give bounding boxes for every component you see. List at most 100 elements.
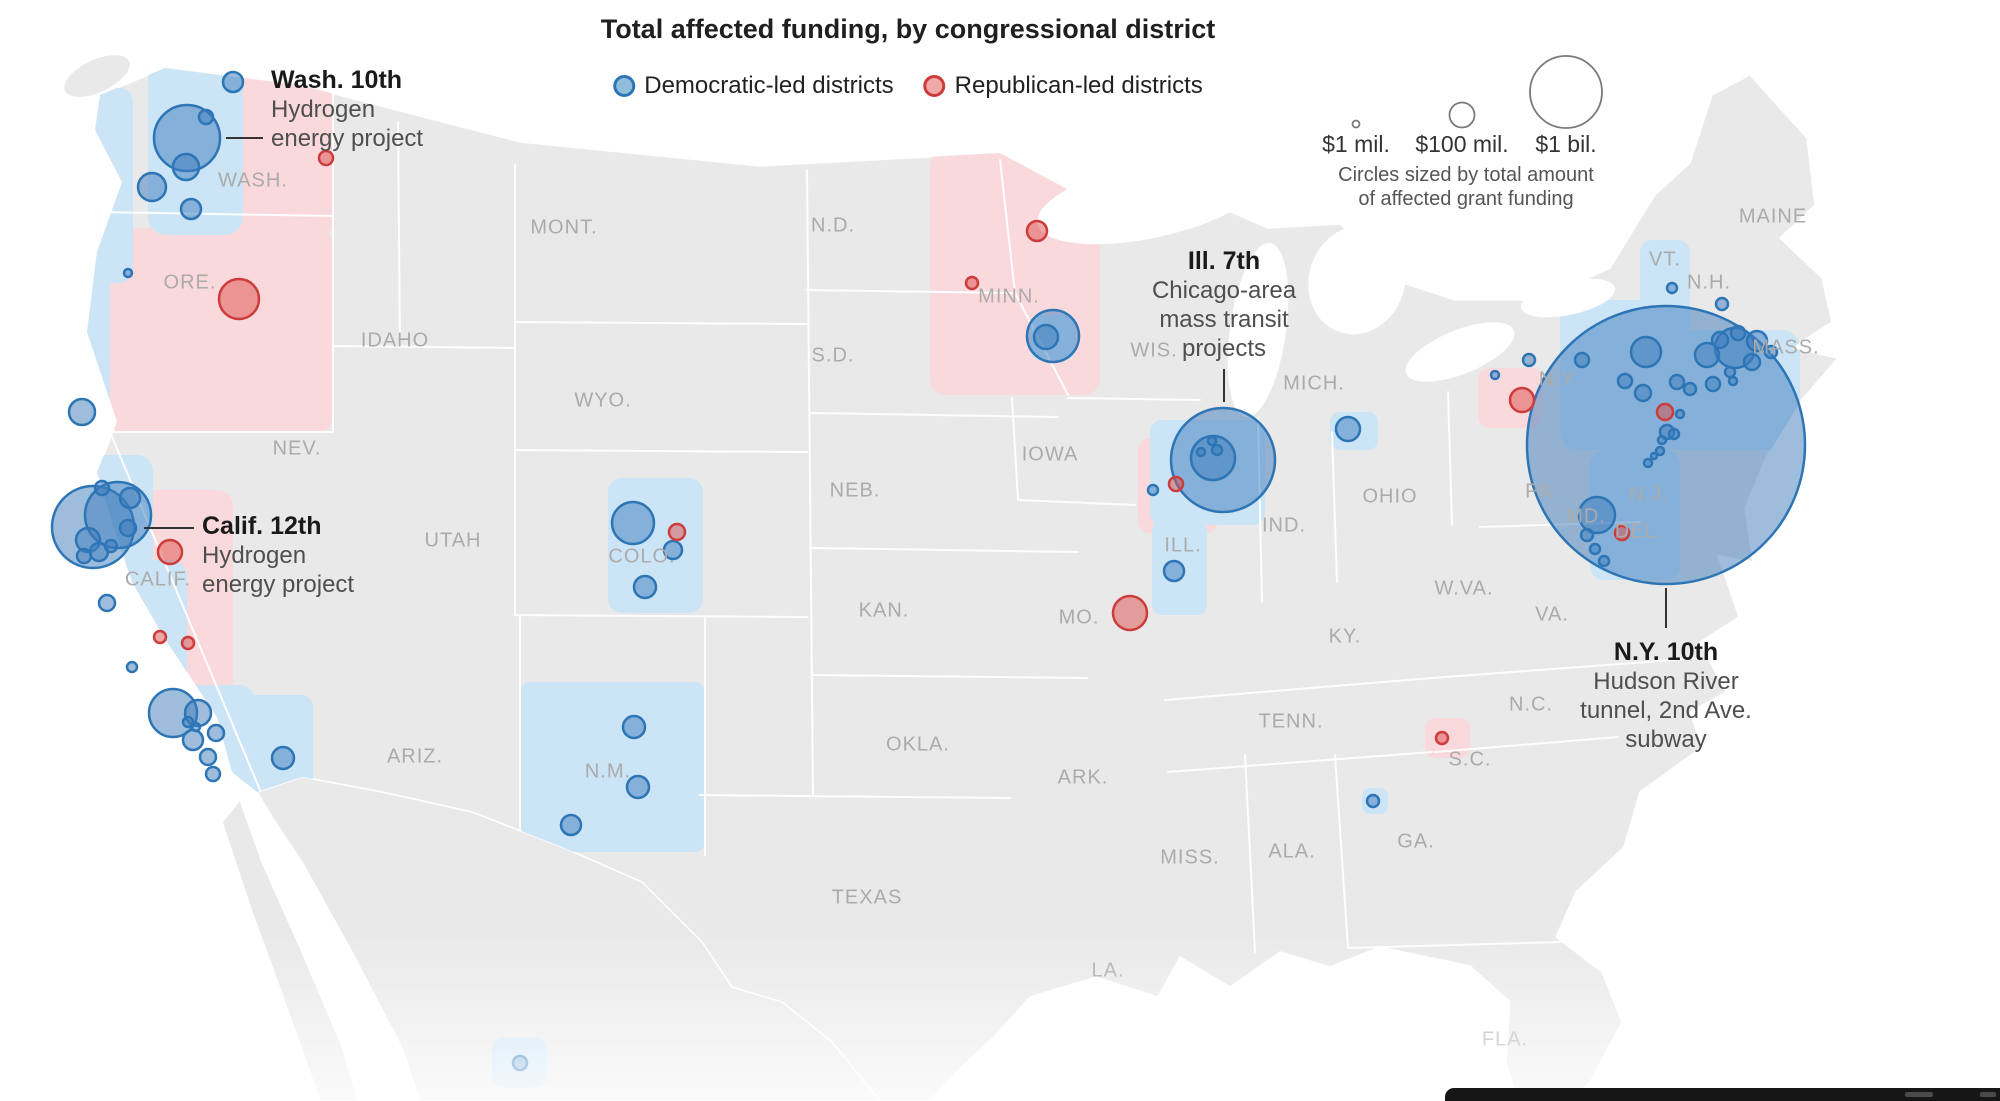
size-legend-circle (1351, 119, 1361, 129)
democratic-funding-circle (1573, 351, 1591, 369)
democratic-funding-circle (1629, 335, 1663, 369)
annotation-line: mass transit (1159, 306, 1289, 333)
democratic-funding-circle (1714, 296, 1730, 312)
democratic-funding-circle (625, 774, 651, 800)
democratic-funding-circle (221, 70, 245, 94)
democratic-funding-circle (621, 714, 647, 740)
democratic-funding-circle (1649, 451, 1659, 461)
democratic-funding-circle (270, 745, 296, 771)
democratic-funding-circle (93, 479, 111, 497)
democratic-funding-circle (1032, 323, 1060, 351)
democratic-funding-circle (171, 152, 201, 182)
democratic-funding-circle (1146, 483, 1160, 497)
annotation-line: Hudson River (1593, 668, 1739, 695)
democratic-funding-circle (610, 500, 656, 546)
democratic-funding-circle (1727, 375, 1739, 387)
bottom-media-bar[interactable] (1445, 1088, 2000, 1101)
annotation-n-y-10th: N.Y. 10th Hudson River tunnel, 2nd Ave. sub… (1580, 638, 1752, 754)
democratic-funding-circle (181, 728, 205, 752)
annotation-district: Wash. 10th (271, 66, 403, 94)
democratic-funding-circle (75, 547, 93, 565)
democratic-funding-circle (118, 486, 142, 510)
great-lakes (1037, 155, 1616, 418)
size-legend-caption-line2: of affected grant funding (1358, 188, 1574, 210)
democratic-funding-circle (632, 574, 658, 600)
democratic-funding-circle (118, 518, 138, 538)
democratic-funding-circle (1365, 793, 1381, 809)
color-legend: Democratic-led districts Republican-led … (613, 72, 1203, 100)
legend-item-republican: Republican-led districts (923, 72, 1203, 100)
annotation-line: tunnel, 2nd Ave. (1580, 697, 1752, 724)
republican-funding-circle (1655, 402, 1675, 422)
democratic-funding-circle (1745, 329, 1769, 353)
republican-funding-circle (1111, 594, 1149, 632)
republican-funding-circle (964, 275, 980, 291)
democratic-funding-circle (1521, 352, 1537, 368)
annotation-line: Hydrogen (202, 542, 307, 569)
size-legend-label: $1 bil. (1535, 131, 1597, 157)
annotation-line: subway (1625, 726, 1707, 753)
republican-funding-circle (1167, 475, 1185, 493)
democratic-funding-circle (559, 813, 583, 837)
democratic-funding-circle (125, 660, 139, 674)
democratic-funding-circle (136, 171, 168, 203)
republican-funding-circle (1508, 386, 1536, 414)
democratic-funding-circle (1579, 527, 1595, 543)
annotation-connectors (144, 137, 1667, 628)
size-legend-circle (1448, 101, 1476, 129)
democratic-funding-circle (1195, 446, 1207, 458)
democratic-funding-circle (1763, 344, 1779, 360)
legend-label-republican: Republican-led districts (954, 72, 1203, 99)
annotation-line: projects (1181, 335, 1267, 362)
democratic-funding-circle (1334, 415, 1362, 443)
democratic-funding-circle (1616, 372, 1634, 390)
annotation-district: N.Y. 10th (1613, 638, 1719, 666)
annotation-calif-12th: Calif. 12th Hydrogen energy project (202, 512, 354, 599)
democratic-funding-circle (1667, 427, 1681, 441)
legend-label-democratic: Democratic-led districts (644, 72, 894, 99)
media-bar-button[interactable] (1980, 1092, 1996, 1097)
legend-item-democratic: Democratic-led districts (613, 72, 894, 100)
republican-funding-circle (1025, 219, 1049, 243)
democratic-funding-circle (198, 747, 218, 767)
democratic-funding-circle (1665, 281, 1679, 295)
annotation-line: Hydrogen (271, 96, 376, 123)
democratic-funding-circle (1656, 434, 1668, 446)
democratic-funding-circle (1577, 495, 1617, 535)
republican-funding-circle (156, 538, 184, 566)
size-legend-circle (1529, 55, 1603, 129)
annotation-district: Ill. 7th (1187, 247, 1261, 275)
democratic-funding-circle (1710, 330, 1730, 350)
media-bar-button[interactable] (1905, 1092, 1933, 1097)
democratic-funding-circle (179, 197, 203, 221)
democratic-funding-circle (190, 721, 202, 733)
funding-circles-layer (50, 70, 1807, 1072)
democratic-funding-circle (1723, 365, 1737, 379)
democratic-circle-icon (613, 75, 636, 97)
republican-funding-circle (1613, 524, 1631, 542)
democratic-funding-circle (1588, 542, 1602, 556)
democratic-funding-circle (1693, 341, 1721, 369)
democratic-funding-circle (1162, 559, 1186, 583)
democratic-funding-circle (662, 539, 684, 561)
democratic-funding-circle (511, 1054, 529, 1072)
annotation-district: Calif. 12th (202, 512, 322, 540)
republican-funding-circle (667, 522, 687, 542)
democratic-funding-circle (67, 397, 97, 427)
republican-circle-icon (923, 75, 946, 97)
democratic-funding-circle (204, 765, 222, 783)
republican-funding-circle (152, 629, 168, 645)
democratic-funding-circle (1642, 457, 1654, 469)
democratic-funding-circle (1206, 435, 1218, 447)
democratic-funding-circle (1633, 383, 1653, 403)
annotation-line: energy project (202, 571, 355, 598)
size-legend-circles (1351, 55, 1603, 129)
republican-funding-circle (180, 635, 196, 651)
democratic-funding-circle (103, 538, 119, 554)
democratic-funding-circle (97, 593, 117, 613)
democratic-funding-circle (122, 267, 134, 279)
size-legend-label: $1 mil. (1322, 131, 1390, 157)
democratic-funding-circle (1210, 443, 1224, 457)
